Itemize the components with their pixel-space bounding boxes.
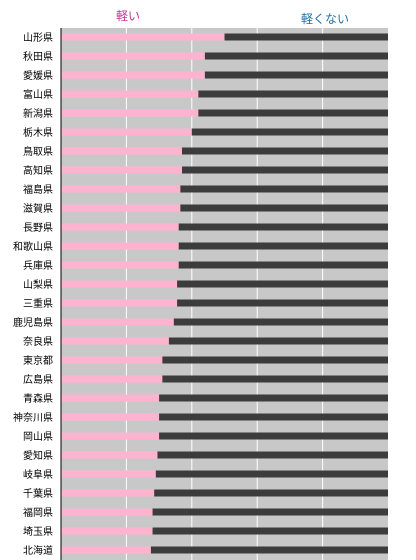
- category-label: 長野県: [23, 222, 53, 234]
- category-label: 岐阜県: [23, 468, 53, 481]
- category-label: 北海道: [23, 544, 53, 557]
- bar-light: [61, 280, 178, 288]
- bar-light: [61, 432, 160, 440]
- category-label: 福岡県: [23, 506, 53, 519]
- bar-not-light: [159, 413, 388, 421]
- bar-not-light: [198, 90, 388, 98]
- bar-light: [61, 508, 153, 516]
- bar-light: [61, 451, 158, 459]
- bar-not-light: [191, 128, 388, 136]
- bar-not-light: [180, 185, 388, 193]
- bar-not-light: [150, 546, 388, 554]
- category-label: 山梨県: [23, 278, 53, 291]
- bar-light: [61, 394, 160, 402]
- bar-light: [61, 128, 192, 136]
- category-label: 兵庫県: [23, 259, 53, 272]
- bar-light: [61, 242, 179, 250]
- bar-light: [61, 223, 179, 231]
- category-label: 富山県: [23, 88, 53, 101]
- bar-light: [61, 71, 205, 79]
- category-label: 新潟県: [23, 107, 53, 120]
- category-label: 青森県: [23, 392, 53, 405]
- bar-not-light: [159, 432, 388, 440]
- bar-light: [61, 546, 151, 554]
- bar-light: [61, 356, 163, 364]
- category-label: 愛媛県: [23, 69, 53, 82]
- bar-not-light: [178, 242, 388, 250]
- bar-light: [61, 470, 156, 478]
- bar-light: [61, 52, 205, 60]
- bar-not-light: [198, 109, 388, 117]
- category-label: 鹿児島県: [13, 316, 53, 329]
- category-labels: 山形県秋田県愛媛県富山県新潟県栃木県鳥取県高知県福島県滋賀県長野県和歌山県兵庫県…: [13, 32, 53, 557]
- bar-not-light: [162, 375, 388, 383]
- bar-not-light: [152, 508, 388, 516]
- bar-light: [61, 33, 225, 41]
- bar-not-light: [180, 204, 388, 212]
- bar-not-light: [168, 337, 388, 345]
- bar-light: [61, 337, 169, 345]
- bar-light: [61, 375, 163, 383]
- bar-not-light: [177, 299, 388, 307]
- bar-light: [61, 413, 160, 421]
- bar-light: [61, 147, 182, 155]
- category-label: 鳥取県: [23, 145, 53, 158]
- bars: [61, 33, 388, 554]
- category-label: 岡山県: [23, 431, 53, 443]
- bar-not-light: [177, 280, 388, 288]
- bar-light: [61, 261, 179, 269]
- bar-light: [61, 204, 181, 212]
- bar-not-light: [178, 223, 388, 231]
- category-label: 埼玉県: [23, 525, 53, 538]
- category-label: 奈良県: [23, 335, 53, 348]
- bar-light: [61, 489, 155, 497]
- bar-light: [61, 185, 181, 193]
- bar-not-light: [159, 394, 388, 402]
- bar-light: [61, 299, 178, 307]
- bar-not-light: [204, 52, 388, 60]
- bar-light: [61, 166, 182, 174]
- bar-not-light: [154, 489, 388, 497]
- bar-not-light: [155, 470, 388, 478]
- category-label: 滋賀県: [23, 202, 53, 215]
- bar-not-light: [224, 33, 388, 41]
- bar-not-light: [152, 527, 388, 535]
- category-label: 神奈川県: [13, 411, 53, 424]
- bar-light: [61, 318, 174, 326]
- bar-not-light: [162, 356, 388, 364]
- bar-light: [61, 109, 199, 117]
- bar-not-light: [178, 261, 388, 269]
- category-label: 山形県: [23, 32, 53, 44]
- category-label: 福島県: [23, 183, 53, 196]
- category-label: 愛知県: [23, 449, 53, 462]
- category-label: 東京都: [23, 354, 53, 367]
- bar-not-light: [173, 318, 388, 326]
- category-label: 高知県: [23, 164, 53, 177]
- bar-not-light: [181, 166, 388, 174]
- category-label: 栃木県: [23, 126, 53, 139]
- legend-label-not-light: 軽くない: [301, 12, 349, 26]
- category-label: 三重県: [23, 297, 53, 310]
- category-label: 和歌山県: [13, 240, 53, 253]
- bar-not-light: [157, 451, 388, 459]
- bar-light: [61, 527, 153, 535]
- plot-background: [61, 28, 388, 560]
- legend-label-light: 軽い: [116, 9, 140, 23]
- bar-not-light: [204, 71, 388, 79]
- bar-light: [61, 90, 199, 98]
- category-label: 千葉県: [23, 487, 53, 500]
- bar-not-light: [181, 147, 388, 155]
- category-label: 広島県: [23, 373, 53, 386]
- category-label: 秋田県: [23, 50, 53, 63]
